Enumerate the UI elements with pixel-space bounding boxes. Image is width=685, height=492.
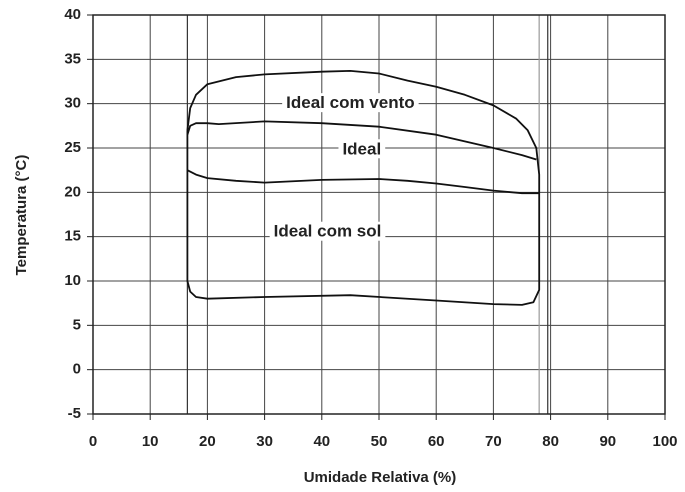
curve (186, 169, 540, 195)
annotation: Ideal com vento (286, 93, 414, 112)
y-tick-label: 5 (73, 316, 81, 333)
x-tick-label: 50 (371, 433, 388, 450)
annotation-bg (282, 93, 419, 113)
y-axis-label: Temperatura (°C) (13, 155, 30, 276)
annotation-bg (338, 139, 386, 159)
x-tick-label: 10 (142, 433, 159, 450)
annotation-bg (269, 221, 386, 241)
x-tick-label: 20 (199, 433, 216, 450)
x-tick-label: 40 (313, 433, 330, 450)
x-tick-label: 0 (89, 433, 97, 450)
annotation: Ideal (342, 139, 381, 158)
x-tick-label: 100 (652, 433, 677, 450)
y-tick-label: 30 (64, 95, 81, 112)
y-tick-label: 40 (64, 6, 81, 23)
x-axis-label: Umidade Relativa (%) (304, 469, 457, 486)
y-tick-label: 15 (64, 228, 81, 245)
x-tick-label: 80 (542, 433, 559, 450)
x-tick-label: 70 (485, 433, 502, 450)
annotation: Ideal com sol (274, 222, 382, 241)
x-tick-label: 60 (428, 433, 445, 450)
y-tick-label: -5 (68, 405, 81, 422)
y-tick-label: 10 (64, 272, 81, 289)
x-tick-label: 90 (599, 433, 616, 450)
curve (186, 70, 541, 306)
y-tick-label: 35 (64, 50, 81, 67)
y-tick-label: 0 (73, 361, 81, 378)
x-tick-label: 30 (256, 433, 273, 450)
plot-frame (92, 14, 666, 415)
y-tick-label: 25 (64, 139, 81, 156)
curve (186, 120, 537, 161)
y-tick-label: 20 (64, 183, 81, 200)
